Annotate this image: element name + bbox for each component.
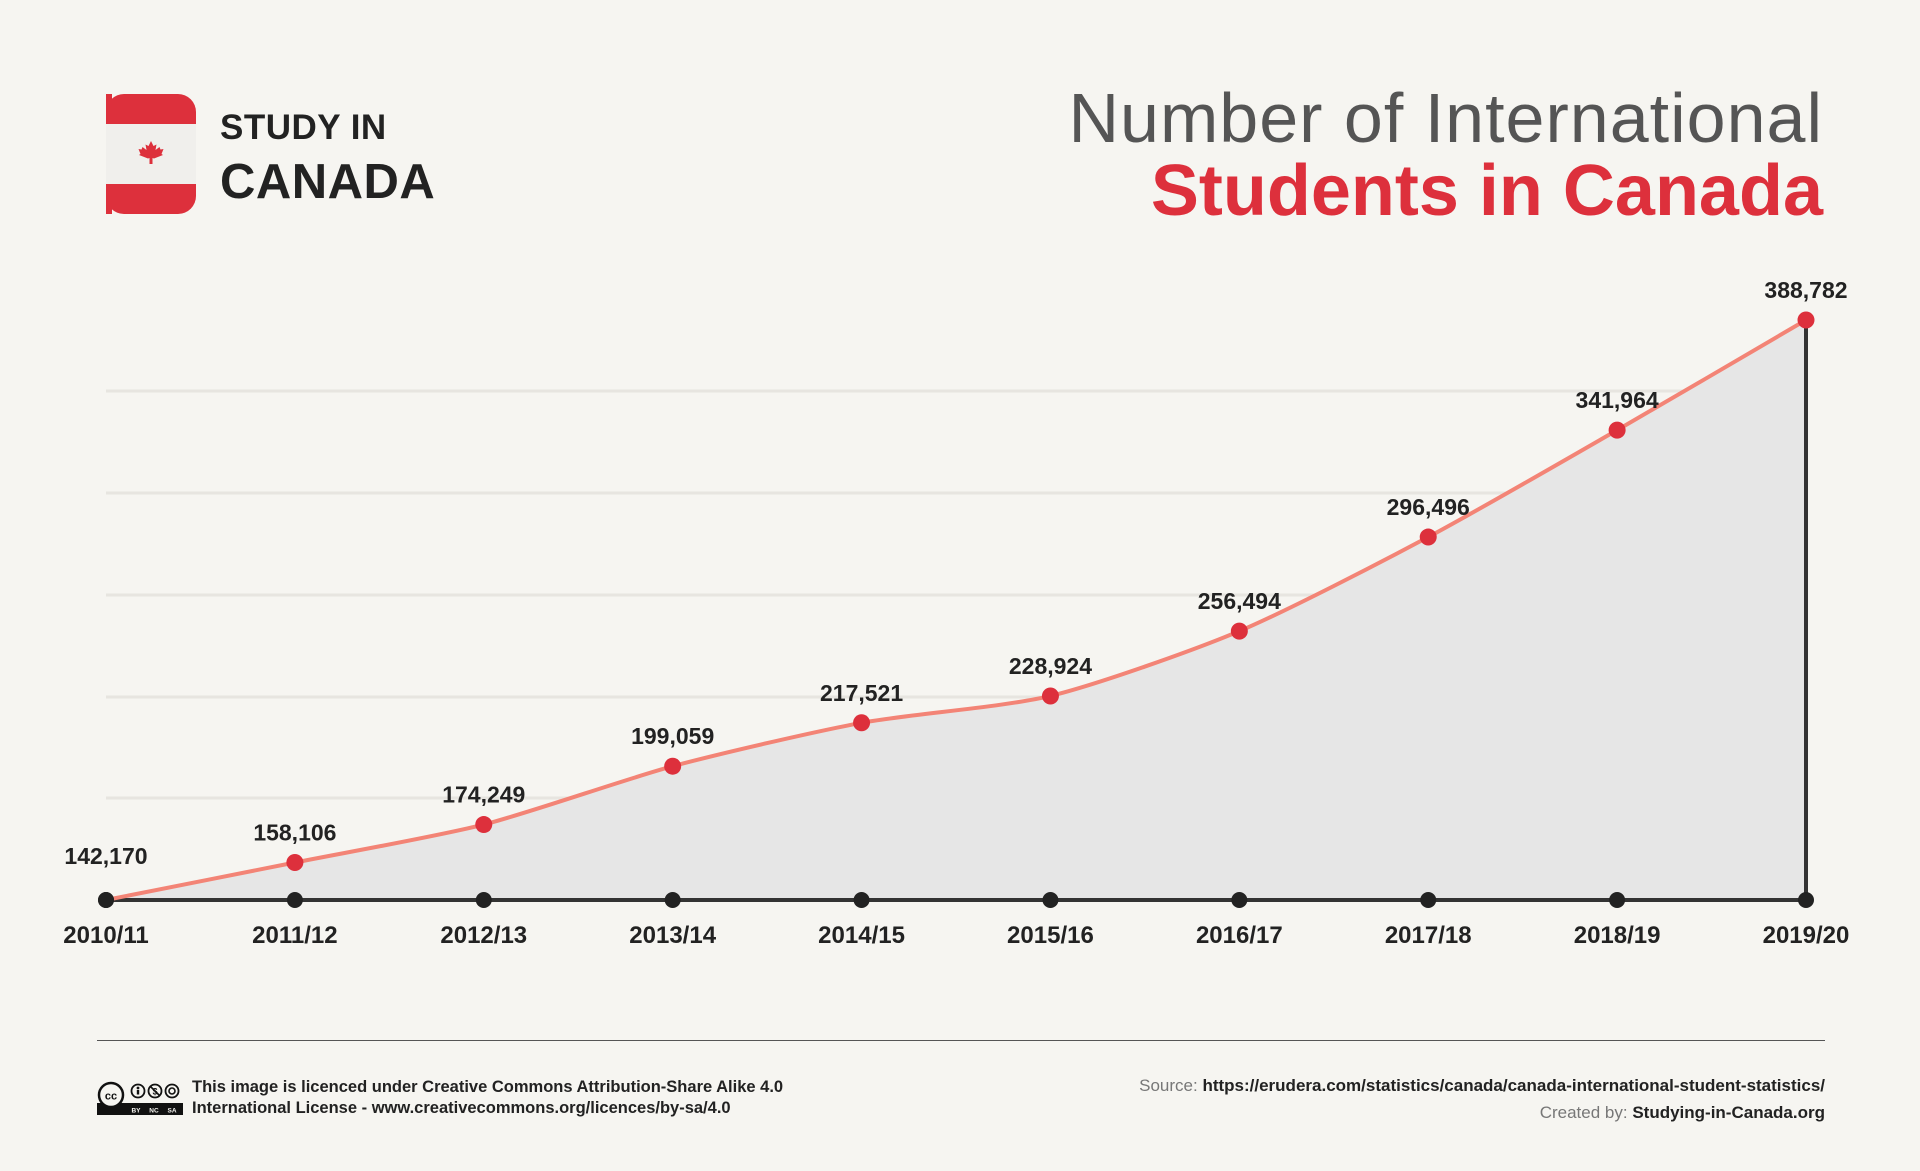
x-axis-tick — [1798, 892, 1814, 908]
data-label: 388,782 — [1764, 277, 1847, 303]
svg-text:SA: SA — [167, 1108, 176, 1115]
x-tick-label: 2011/12 — [252, 922, 337, 949]
data-point — [1419, 528, 1437, 546]
x-tick-label: 2017/18 — [1385, 922, 1472, 949]
logo-text-study-in: STUDY IN — [220, 108, 387, 147]
license-line2: International License - www.creativecomm… — [192, 1099, 731, 1117]
x-axis-tick — [1609, 892, 1626, 908]
area-chart: 2010/11 142,170 2011/12 158,106 2012/13 174,2… — [63, 277, 1850, 949]
x-tick-label: 2015/16 — [1007, 922, 1094, 949]
x-tick-label: 2013/14 — [629, 922, 716, 949]
data-label: 228,924 — [1009, 653, 1092, 679]
data-label: 158,106 — [253, 820, 336, 846]
source-link[interactable]: https://erudera.com/statistics/canada/ca… — [1202, 1076, 1825, 1095]
data-point — [1230, 622, 1248, 640]
chart-title-line2: Students in Canada — [1150, 151, 1823, 231]
license-text: This image is licenced under Creative Co… — [192, 1077, 783, 1119]
data-label: 142,170 — [64, 843, 147, 869]
x-tick-label: 2010/11 — [63, 922, 148, 949]
source-citation: Source: https://erudera.com/statistics/c… — [1139, 1076, 1825, 1096]
x-tick-label: 2019/20 — [1763, 922, 1850, 949]
data-label: 341,964 — [1576, 387, 1659, 413]
data-point — [1041, 687, 1059, 705]
svg-text:cc: cc — [105, 1091, 117, 1103]
created-by-link[interactable]: Studying-in-Canada.org — [1632, 1103, 1825, 1122]
source-label: Source: — [1139, 1076, 1198, 1095]
x-tick-label: 2014/15 — [818, 922, 905, 949]
data-label: 296,496 — [1387, 494, 1470, 520]
logo-text-canada: CANADA — [220, 155, 436, 209]
data-point — [664, 757, 682, 775]
data-point — [1797, 311, 1815, 329]
canada-flag-icon — [106, 94, 196, 214]
x-axis-tick — [1231, 892, 1248, 908]
x-axis-tick — [1420, 892, 1437, 908]
data-label: 199,059 — [631, 723, 714, 749]
series-line — [105, 318, 1808, 902]
created-by-credit: Created by: Studying-in-Canada.org — [1540, 1103, 1825, 1123]
svg-text:BY: BY — [131, 1108, 141, 1115]
x-tick-label: 2016/17 — [1196, 922, 1283, 949]
data-point — [286, 854, 304, 872]
footer-divider — [97, 1040, 1825, 1041]
data-label: 217,521 — [820, 680, 903, 706]
x-axis-tick — [475, 892, 492, 908]
x-axis-tick — [664, 892, 681, 908]
data-point — [853, 714, 871, 732]
data-point — [98, 892, 114, 908]
svg-text:NC: NC — [149, 1108, 159, 1115]
x-tick-label: 2012/13 — [440, 922, 527, 949]
chart-title-line1: Number of International — [1068, 79, 1823, 157]
x-axis-tick — [1042, 892, 1059, 908]
x-tick-label: 2018/19 — [1574, 922, 1661, 949]
license-line1: This image is licenced under Creative Co… — [192, 1078, 784, 1096]
x-axis-tick — [853, 892, 870, 908]
data-label: 256,494 — [1198, 588, 1281, 614]
data-point — [1608, 421, 1626, 439]
x-axis-tick — [286, 892, 303, 908]
created-by-label: Created by: — [1539, 1103, 1628, 1122]
creative-commons-by-nc-sa-icon: cc $ BY NC SA — [97, 1081, 183, 1115]
area-fill — [106, 320, 1806, 900]
data-label: 174,249 — [442, 782, 525, 808]
data-point — [475, 816, 493, 834]
